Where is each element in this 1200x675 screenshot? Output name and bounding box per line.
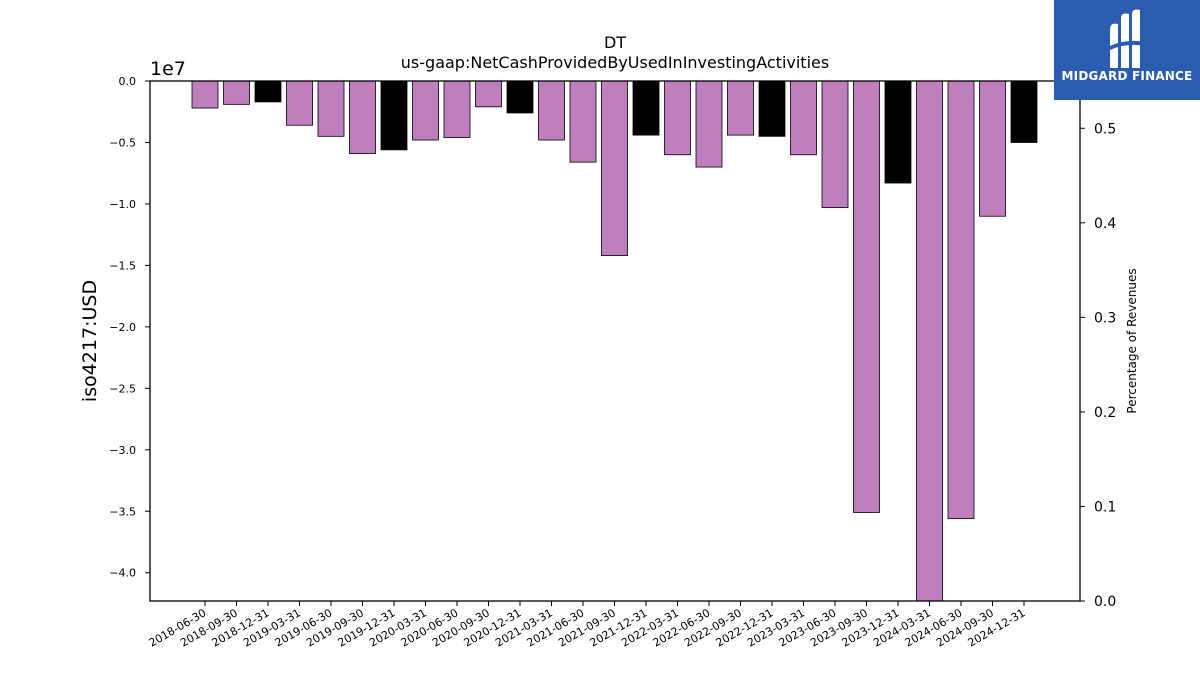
bar-2020-06-30 [443, 80, 471, 138]
y-tick-label: −0.5 [109, 136, 136, 149]
bar-2018-09-30 [223, 80, 250, 105]
bar-2023-06-30 [821, 80, 849, 209]
midgard-logo-icon [1106, 9, 1146, 69]
bar-2020-12-31 [506, 80, 534, 114]
y-offset-label: 1e7 [150, 58, 186, 80]
y2-tick-label: 0.0 [1094, 594, 1116, 610]
chart-subtitle: us-gaap:NetCashProvidedByUsedInInvesting… [401, 53, 829, 72]
bar-2018-12-31 [254, 80, 282, 103]
y2-axis-label: Percentage of Revenues [1125, 268, 1139, 413]
bar-2022-09-30 [727, 80, 754, 136]
y2-tick-label: 0.4 [1094, 216, 1116, 232]
bar-2019-06-30 [317, 80, 345, 137]
y-tick-label: −1.5 [109, 259, 136, 272]
bar-2023-03-31 [790, 80, 817, 156]
bar-2021-06-30 [569, 80, 597, 163]
bar-2019-12-31 [380, 80, 408, 151]
logo-text: MIDGARD FINANCE [1061, 69, 1193, 83]
bar-2020-03-31 [412, 80, 439, 141]
bar-2021-12-31 [632, 80, 660, 136]
y-tick-label: −4.0 [109, 567, 136, 580]
plot-frame [149, 80, 1081, 602]
bar-2019-03-31 [286, 80, 313, 126]
y-tick-label: −3.5 [109, 505, 136, 518]
bar-2018-06-30 [191, 80, 219, 109]
y-tick-label: −2.0 [109, 321, 136, 334]
y-tick-label: 0.0 [119, 75, 137, 88]
bar-2022-06-30 [695, 80, 723, 168]
y2-tick-label: 0.5 [1094, 121, 1116, 137]
y-axis-label: iso4217:USD [79, 280, 101, 402]
bar-2021-09-30 [601, 80, 628, 256]
y2-tick-label: 0.3 [1094, 310, 1116, 326]
bar-2019-09-30 [349, 80, 376, 154]
bar-2024-12-31 [1010, 80, 1038, 143]
y2-tick-label: 0.1 [1094, 499, 1116, 515]
bar-2023-09-30 [853, 80, 880, 513]
bar-2021-03-31 [538, 80, 565, 141]
y2-tick-label: 0.2 [1094, 405, 1116, 421]
y-tick-label: −2.5 [109, 382, 136, 395]
chart-title: DT [604, 33, 626, 52]
bar-2024-06-30 [947, 80, 975, 520]
bar-2024-09-30 [979, 80, 1006, 217]
bar-2022-03-31 [664, 80, 691, 156]
bar-2022-12-31 [758, 80, 786, 137]
y-tick-label: −3.0 [109, 444, 136, 457]
bar-2024-03-31 [916, 80, 943, 602]
bar-2020-09-30 [475, 80, 502, 108]
y-tick-label: −1.0 [109, 198, 136, 211]
bar-2023-12-31 [884, 80, 912, 184]
logo-badge: MIDGARD FINANCE [1054, 0, 1200, 100]
